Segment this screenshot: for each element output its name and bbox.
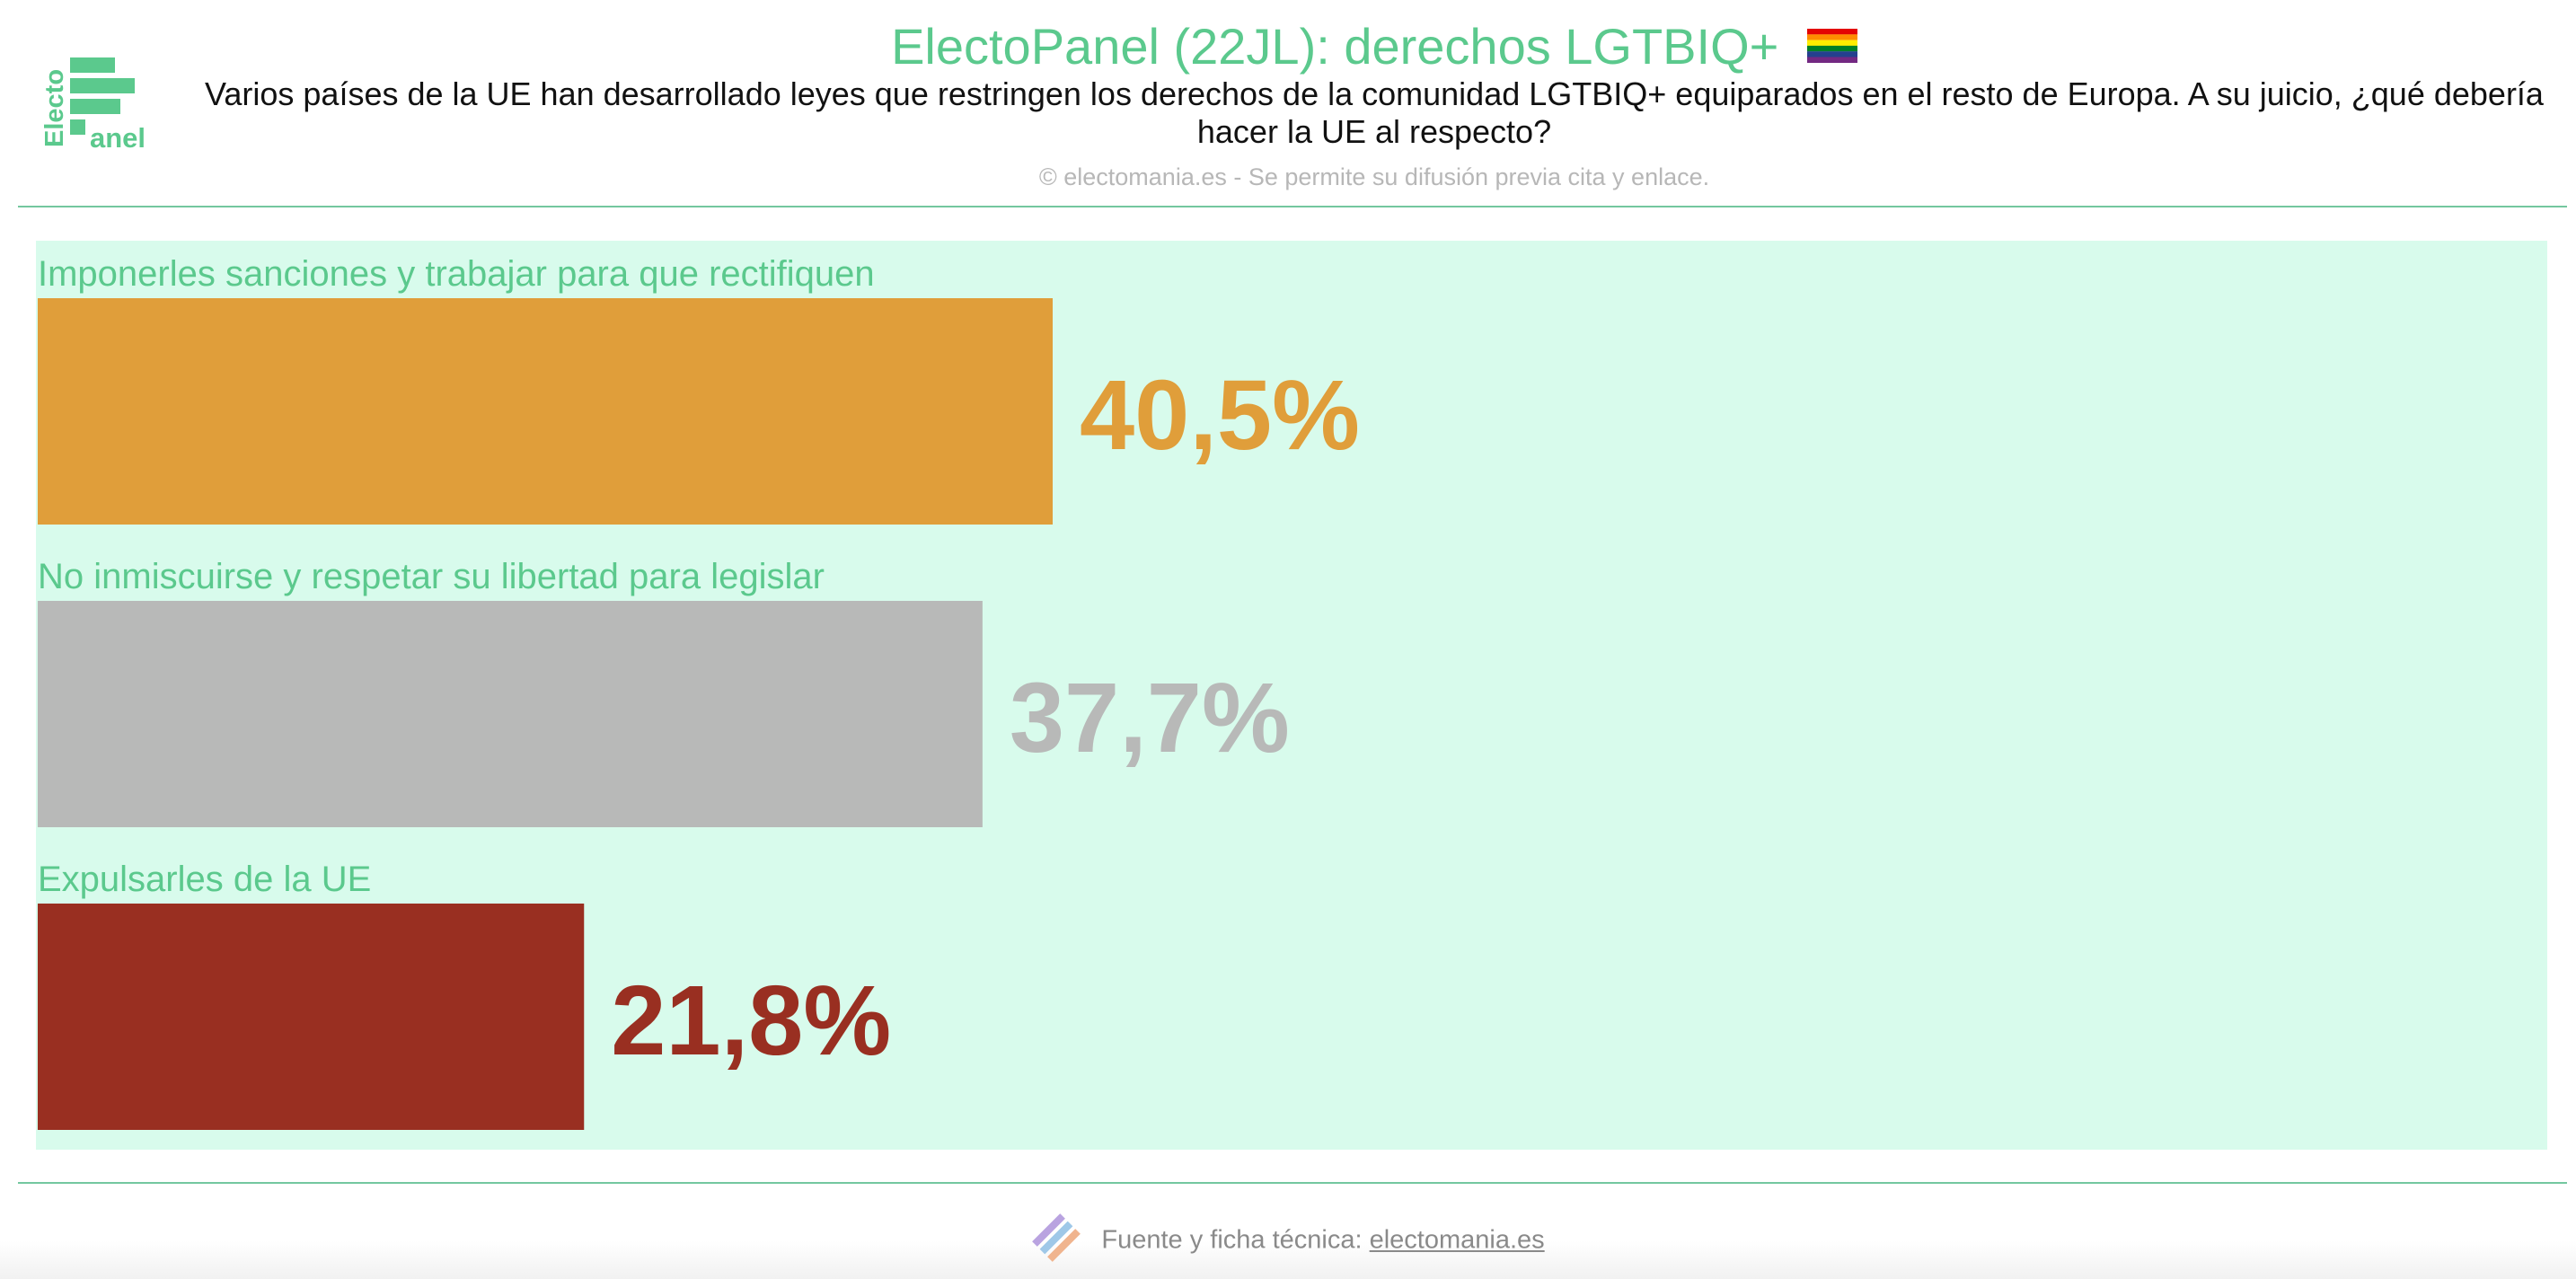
electomania-logo-icon bbox=[1032, 1213, 1081, 1262]
copyright-notice: © electomania.es - Se permite su difusió… bbox=[1038, 163, 1710, 190]
footer-divider bbox=[18, 1182, 2567, 1184]
chart-title-row: ElectoPanel (22JL): derechos LGTBIQ+ bbox=[180, 14, 2569, 79]
value-label: 40,5% bbox=[1080, 360, 1360, 471]
bar-chart: Imponerles sanciones y trabajar para que… bbox=[38, 254, 1360, 1130]
bar bbox=[38, 601, 983, 827]
source-line: Fuente y ficha técnica: electomania.es bbox=[0, 1213, 2576, 1263]
electopanel-logo: Electo anel bbox=[36, 52, 162, 154]
source-link[interactable]: electomania.es bbox=[1369, 1225, 1545, 1255]
category-label: Expulsarles de la UE bbox=[38, 860, 371, 899]
chart-footer: Fuente y ficha técnica: electomania.es bbox=[0, 1195, 2576, 1279]
logo-text-bottom: anel bbox=[90, 122, 146, 153]
electopanel-logo-icon: Electo anel bbox=[40, 57, 146, 154]
chart-plot-area: Imponerles sanciones y trabajar para que… bbox=[36, 241, 2547, 1150]
rainbow-flag-icon bbox=[1806, 13, 1857, 78]
logo-text-top: Electo bbox=[40, 69, 69, 147]
chart-header: Electo anel ElectoPanel (22JL): derechos… bbox=[0, 0, 2576, 207]
bar bbox=[38, 904, 585, 1130]
source-label: Fuente y ficha técnica: bbox=[1101, 1225, 1363, 1255]
chart-title: ElectoPanel (22JL): derechos LGTBIQ+ bbox=[891, 18, 1779, 75]
header-divider bbox=[18, 206, 2567, 207]
bar bbox=[38, 298, 1053, 525]
category-label: No inmiscuirse y respetar su libertad pa… bbox=[38, 557, 825, 596]
chart-subtitle: Varios países de la UE han desarrollado … bbox=[205, 75, 2544, 150]
value-label: 37,7% bbox=[1010, 663, 1290, 773]
value-label: 21,8% bbox=[611, 966, 891, 1076]
category-label: Imponerles sanciones y trabajar para que… bbox=[38, 254, 875, 294]
